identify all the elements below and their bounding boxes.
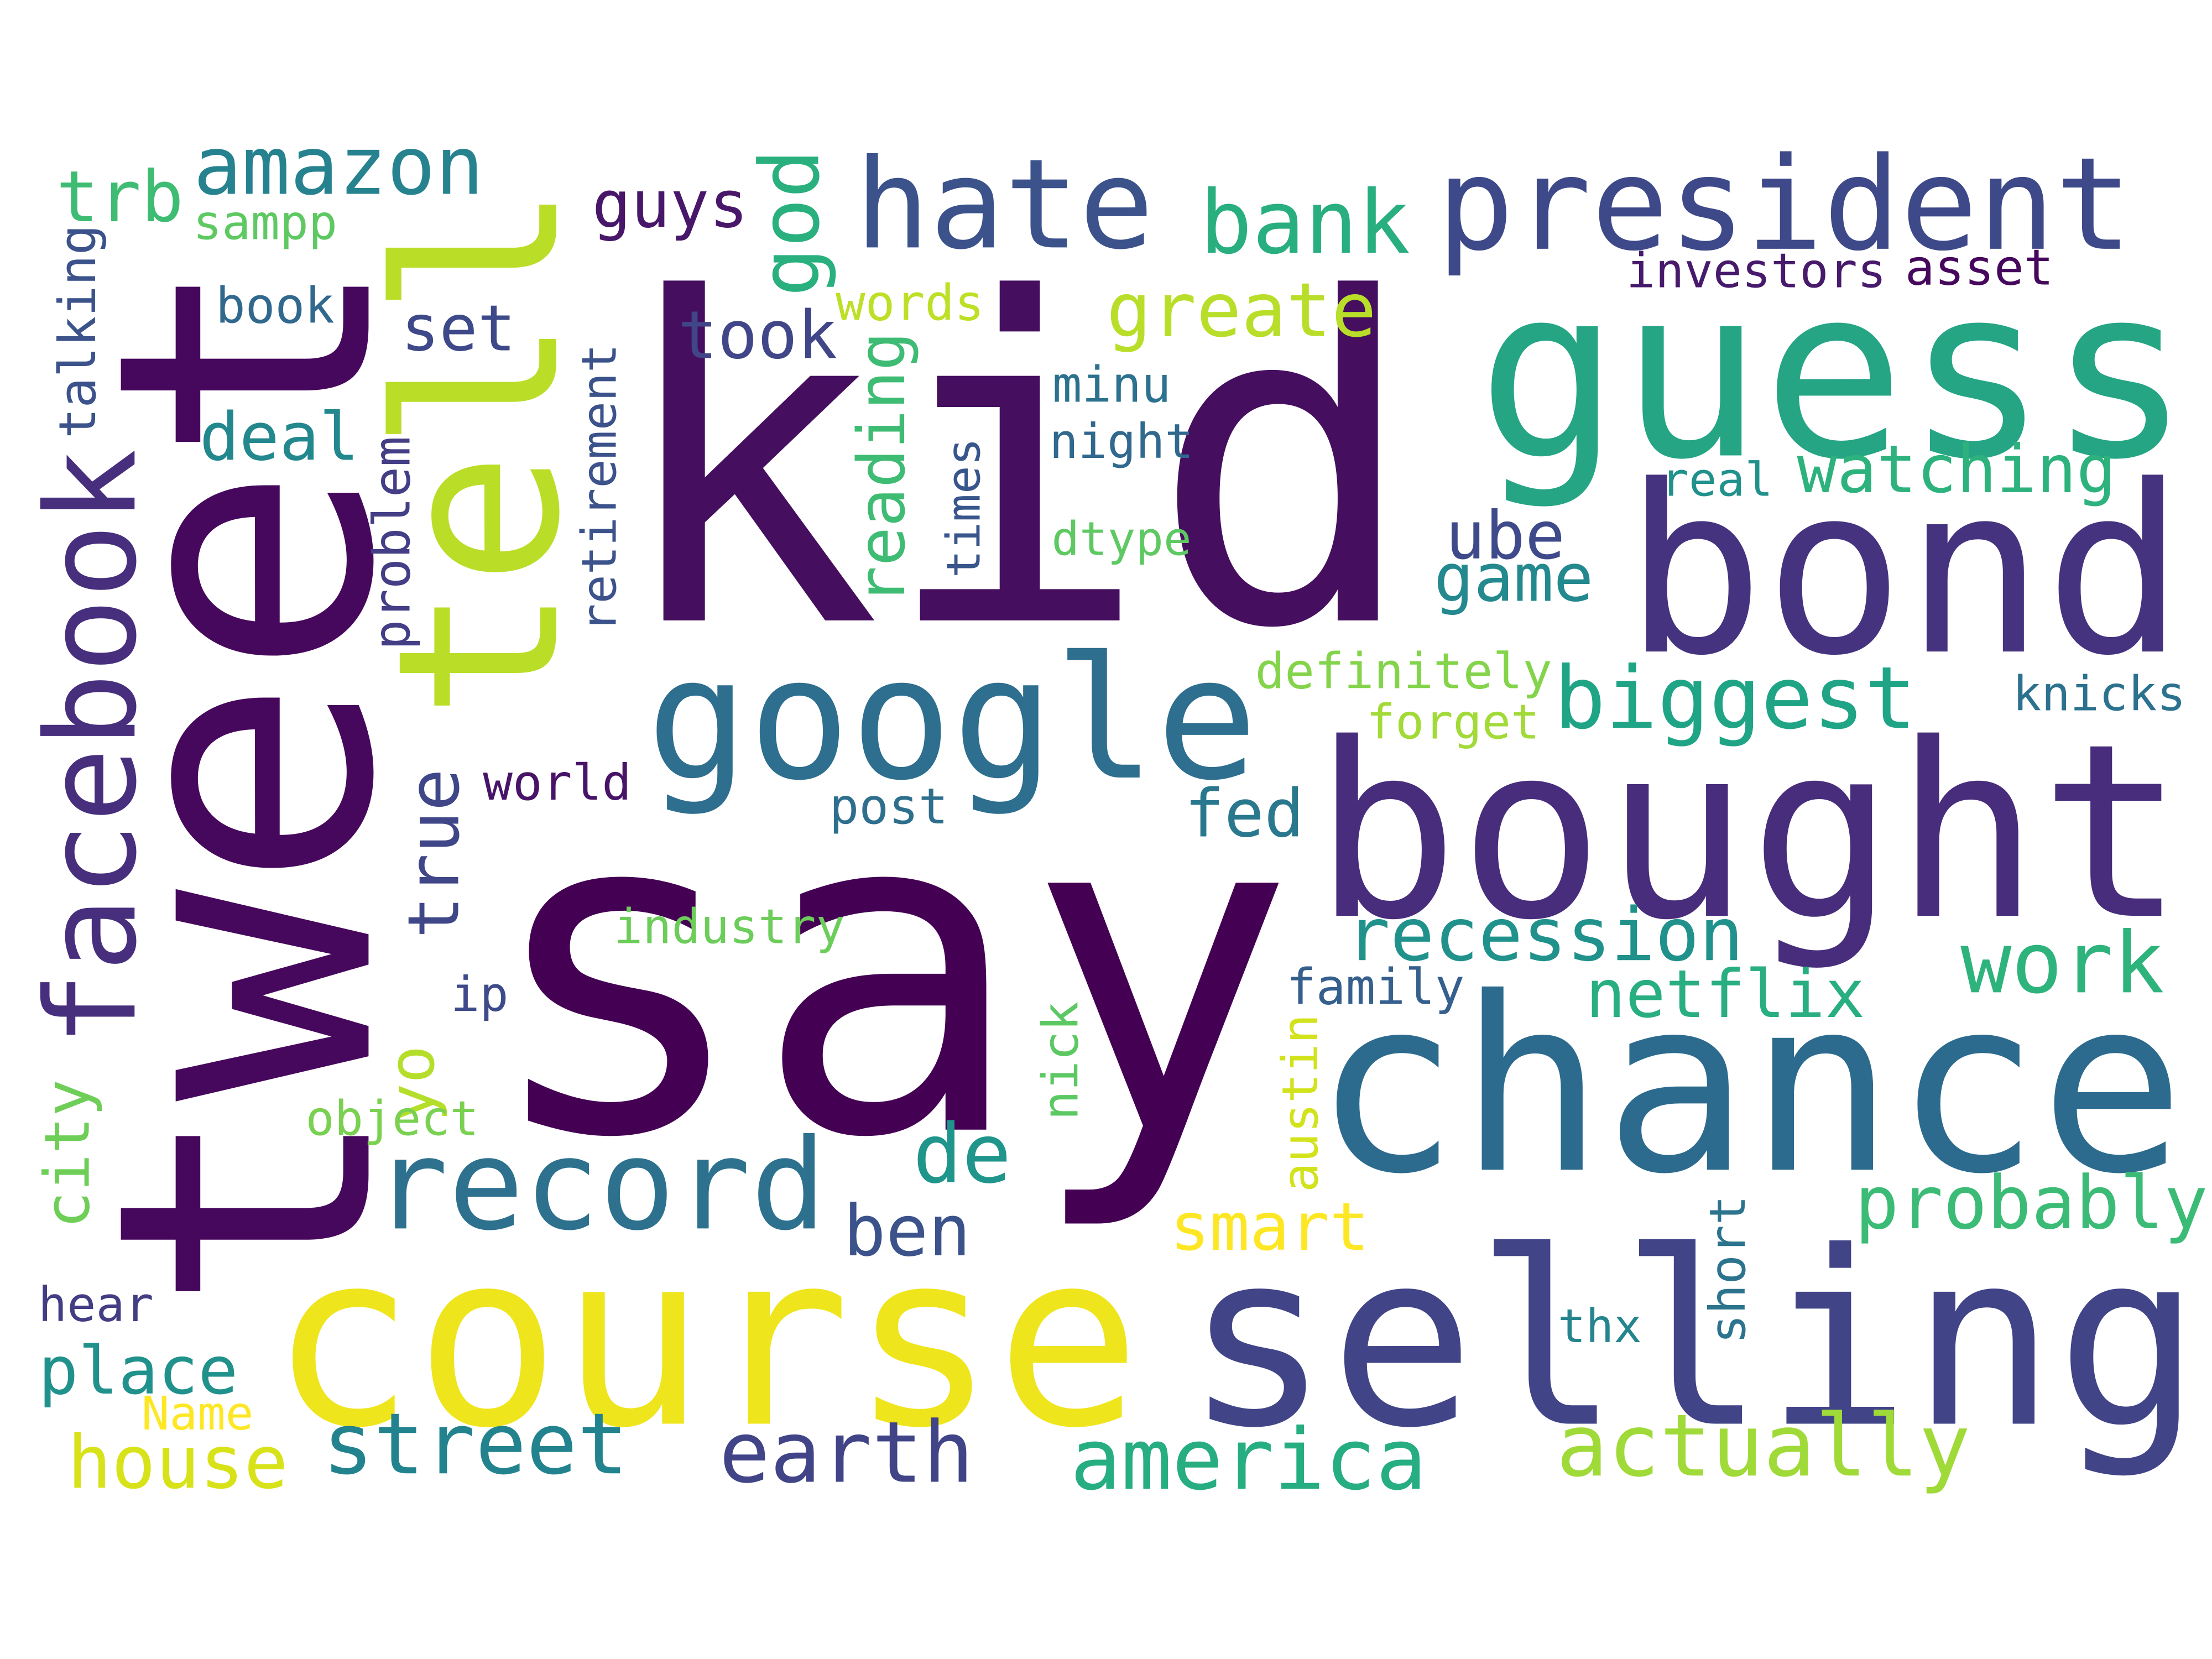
word: hear [38,1277,154,1333]
word: actually [1556,1396,1970,1496]
word: yo [375,1045,449,1121]
word: ben [843,1191,971,1272]
word: bank [1199,172,1410,274]
word: kid [612,205,1420,726]
word: world [483,754,632,812]
word: god [743,149,838,296]
word: investors [1626,243,1886,299]
word: ube [1446,498,1566,575]
word: president [1437,130,2132,279]
word: hate [855,132,1154,276]
word: night [1050,414,1194,469]
word: took [678,298,838,374]
word: words [836,274,984,332]
word: city [32,1079,103,1229]
word: minu [1052,356,1171,414]
word: ip [451,967,508,1022]
word: netflix [1585,956,1865,1033]
word: sampp [193,195,337,251]
word: house [67,1420,288,1505]
word: course [270,1199,1141,1480]
word: post [830,778,948,836]
word: facebook [19,448,164,1046]
word: biggest [1554,648,1917,748]
word: family [1286,959,1464,1016]
word: tweet [41,252,452,1314]
word: object [306,1091,479,1146]
word: austin [1272,1014,1329,1192]
word: thx [1558,1299,1642,1353]
word: guys [592,166,748,242]
word: street [322,1395,628,1494]
word: greate [1107,267,1376,354]
word: watching [1797,431,2116,508]
word: tell [350,183,609,720]
word: america [1070,1411,1427,1509]
word: real [1661,452,1773,507]
word: say [481,711,1296,1237]
word: trb [56,156,184,238]
word: chance [1313,946,2185,1227]
word: bought [1313,692,2185,973]
word: recession [1346,893,1744,978]
word: times [936,438,990,578]
word: deal [200,399,359,476]
word: google [646,621,1258,818]
word: Name [142,1386,254,1441]
word: dtype [1051,512,1191,566]
word: de [913,1107,1011,1202]
word: amazon [194,120,484,213]
word: set [401,291,515,366]
word: reading [844,332,920,605]
word: guess [1477,236,2190,512]
word: true [394,769,476,938]
word: nick [1032,1001,1089,1120]
word: problem [363,436,422,650]
word: definitely [1255,643,1552,700]
word: game [1434,540,1594,617]
word: earth [719,1404,974,1503]
word: short [1699,1196,1757,1344]
word: selling [1185,1199,2201,1480]
word: retirement [572,344,628,633]
word: knicks [2012,666,2185,722]
word: record [373,1112,826,1258]
word: book [216,278,335,335]
word: asset [1905,239,2054,297]
word: probably [1855,1161,2208,1246]
word: place [39,1333,238,1410]
word: forget [1366,695,1540,750]
word: talking [48,225,107,439]
word: smart [1170,1189,1369,1266]
word: work [1960,914,2164,1013]
word: fed [1185,775,1305,852]
word: bond [1624,436,2185,707]
word: industry [614,899,845,955]
